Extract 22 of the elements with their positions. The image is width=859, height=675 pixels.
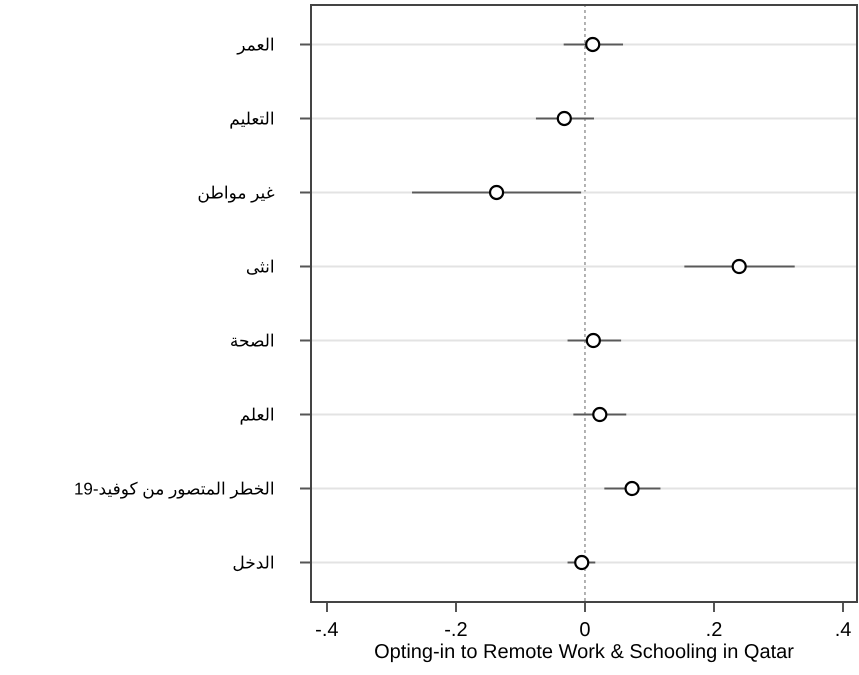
x-tick-label: .2 (706, 619, 722, 641)
point (732, 258, 747, 274)
y-tick-label: غير مواطن (197, 183, 275, 204)
y-tick-label: الخطر المتصور من كوفيد-19 (74, 479, 275, 500)
point (592, 406, 608, 422)
point (556, 110, 572, 126)
x-axis-title: Opting-in to Remote Work & Schooling in Qatar (374, 641, 794, 663)
point (585, 36, 600, 52)
point (574, 554, 590, 570)
x-tick-label: .4 (834, 619, 852, 641)
y-tick-label: العلم (240, 405, 275, 426)
point (624, 480, 640, 496)
y-tick-label: الصحة (230, 331, 275, 350)
y-tick-label: التعليم (229, 109, 275, 130)
point (488, 184, 504, 200)
y-tick-label: العمر (236, 35, 275, 56)
point (586, 332, 601, 348)
x-tick-label: -.2 (444, 619, 468, 641)
y-tick-label: انثى (246, 257, 275, 276)
y-tick-label: الدخل (232, 553, 275, 572)
x-tick-label: -.4 (315, 619, 339, 641)
x-tick-label: 0 (579, 619, 591, 641)
